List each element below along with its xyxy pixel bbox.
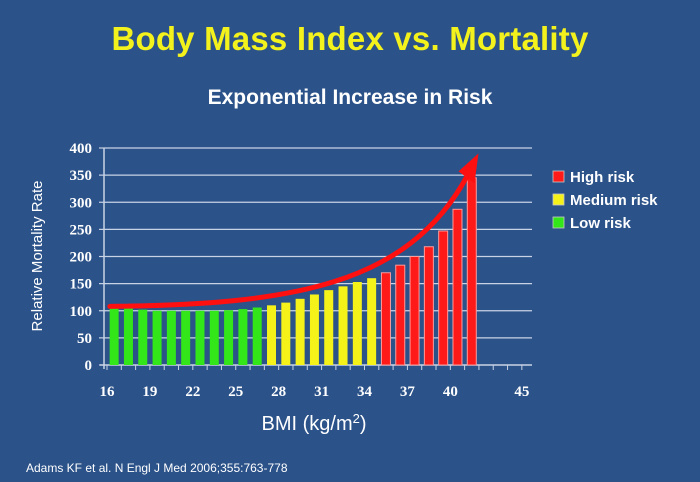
bar-low xyxy=(209,310,219,365)
bar-low xyxy=(138,309,148,365)
trend-arrow-line xyxy=(107,172,471,309)
x-tick-label: 19 xyxy=(142,384,157,400)
x-tick-label: 28 xyxy=(271,384,286,400)
x-tick-label: 34 xyxy=(357,384,373,400)
bar-low xyxy=(109,308,119,365)
bar-high xyxy=(380,272,391,366)
x-axis-title: BMI (kg/m2) xyxy=(261,411,366,435)
y-axis-title: Relative Mortality Rate xyxy=(29,181,46,332)
y-tick-label: 250 xyxy=(70,222,93,238)
bar-high xyxy=(409,256,420,366)
x-axis-title-main: BMI (kg/m xyxy=(261,413,352,435)
bar-low xyxy=(252,307,262,365)
citation: Adams KF et al. N Engl J Med 2006;355:76… xyxy=(26,461,288,475)
legend-label-high: High risk xyxy=(570,169,635,186)
x-tick-label: 16 xyxy=(100,384,116,400)
legend-label-low: Low risk xyxy=(570,215,632,232)
x-axis-title-sup: 2 xyxy=(353,411,360,426)
bar-low xyxy=(123,308,133,365)
bar-high xyxy=(452,208,463,366)
y-tick-label: 350 xyxy=(70,168,93,184)
bar-medium xyxy=(281,302,291,365)
y-tick-label: 200 xyxy=(70,250,93,266)
x-tick-label: 37 xyxy=(400,384,416,400)
y-tick-label: 50 xyxy=(77,331,92,347)
x-tick-label: 40 xyxy=(443,384,458,400)
legend-swatch-medium xyxy=(552,193,565,206)
bar-medium xyxy=(309,294,319,365)
bar-high xyxy=(438,230,449,366)
legend-label-medium: Medium risk xyxy=(570,192,658,209)
y-tick-label: 400 xyxy=(70,141,93,157)
y-tick-label: 300 xyxy=(70,195,93,211)
bar-low xyxy=(195,310,205,365)
bar-high xyxy=(395,264,406,366)
x-tick-label: 31 xyxy=(314,384,329,400)
bar-medium xyxy=(338,286,348,365)
slide-title: Body Mass Index vs. Mortality xyxy=(111,20,589,57)
legend-swatch-high xyxy=(552,170,565,183)
legend-swatch-low xyxy=(552,216,565,229)
x-axis-title-close: ) xyxy=(360,413,367,435)
bar-high xyxy=(466,177,477,366)
bar-low xyxy=(166,310,176,365)
bar-medium xyxy=(352,281,362,365)
bar-medium xyxy=(295,298,305,365)
trend-arrow-head xyxy=(458,153,479,184)
bar-low xyxy=(224,310,234,365)
y-tick-label: 100 xyxy=(70,304,93,320)
x-tick-label: 45 xyxy=(514,384,529,400)
x-tick-label: 22 xyxy=(185,384,200,400)
bar-medium xyxy=(367,278,377,365)
y-tick-label: 150 xyxy=(70,277,93,293)
chart-subtitle: Exponential Increase in Risk xyxy=(207,86,493,109)
bar-low xyxy=(238,309,248,365)
x-tick-label: 25 xyxy=(228,384,243,400)
bar-medium xyxy=(267,305,277,365)
bar-high xyxy=(423,246,434,366)
bar-medium xyxy=(324,290,334,365)
bar-low xyxy=(181,310,191,365)
bar-low xyxy=(152,310,162,365)
y-tick-label: 0 xyxy=(85,358,93,374)
